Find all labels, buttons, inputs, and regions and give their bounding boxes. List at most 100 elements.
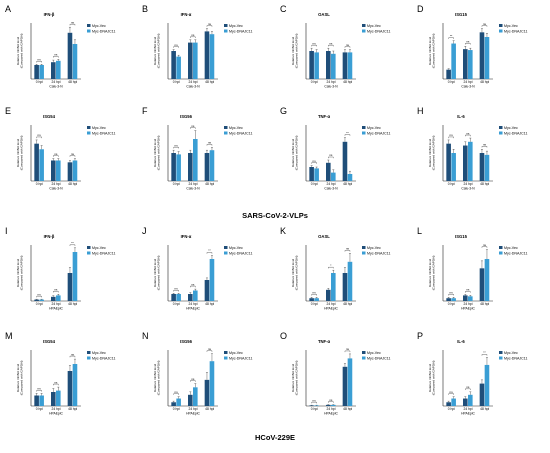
significance-label: **: [450, 34, 453, 38]
bar-dnajc11: [56, 295, 61, 301]
bar-vec: [171, 153, 176, 181]
bar-dnajc11: [347, 358, 353, 406]
significance-label: ns: [483, 22, 487, 26]
significance-bracket: [53, 383, 59, 386]
bar-vec: [171, 294, 176, 301]
x-tick-label: 0 hpi: [36, 80, 43, 84]
bar-vec: [446, 143, 451, 181]
bar-dnajc11: [347, 52, 353, 79]
bar-vec: [51, 296, 56, 301]
bar-dnajc11: [176, 294, 181, 301]
y-axis-label-line-2: (Compared with GAPDH): [157, 361, 161, 396]
bar-vec: [188, 42, 193, 79]
bar-dnajc11: [484, 364, 490, 406]
significance-label: **: [346, 131, 349, 135]
x-tick-label: 24 hpi: [52, 182, 61, 186]
legend-swatch-vec: [224, 246, 228, 249]
significance-label: ns: [38, 133, 42, 137]
bar-vec: [67, 273, 73, 301]
significance-label: ns: [466, 288, 470, 292]
legend-swatch-vec: [224, 24, 228, 27]
panel-letter: H: [417, 106, 424, 116]
bar-dnajc11: [72, 44, 78, 79]
x-tick-label: 48 hpi: [480, 302, 489, 306]
bar-dnajc11: [56, 60, 61, 79]
significance-label: ns: [329, 41, 333, 45]
legend-swatch-dnajc11: [224, 251, 228, 255]
bar-vec: [188, 394, 193, 406]
bar-dnajc11: [209, 34, 215, 79]
y-axis-label-line-1: Relative mRNA level: [153, 364, 157, 393]
significance-label: ns: [175, 287, 179, 291]
x-axis-label: HPAEpiC: [49, 307, 63, 311]
x-tick-label: 48 hpi: [343, 80, 352, 84]
significance-bracket: [311, 162, 317, 164]
bar-dnajc11: [468, 50, 473, 79]
legend-swatch-dnajc11: [499, 131, 503, 135]
bar-dnajc11: [209, 361, 215, 406]
significance-bracket: [481, 25, 488, 27]
panel-g: G TNF-α Relative mRNA level (Compared with …: [280, 106, 391, 191]
panel-title: TNF-α: [318, 114, 331, 119]
legend-label: Myc-Vec: [367, 351, 381, 355]
bar-vec: [34, 395, 39, 406]
significance-bracket: [344, 46, 351, 48]
significance-bracket: [190, 285, 196, 288]
x-tick-label: 0 hpi: [448, 302, 455, 306]
bar-dnajc11: [484, 37, 490, 79]
bar-dnajc11: [314, 52, 319, 79]
y-axis-label: Relative mRNA level (Compared with GAPDH): [153, 256, 161, 291]
x-tick-label: 24 hpi: [52, 407, 61, 411]
panel-title: IL-6: [457, 339, 465, 344]
y-axis-label-line-2: (Compared with GAPDH): [432, 361, 436, 396]
legend-swatch-vec: [499, 126, 503, 129]
y-axis-label-line-1: Relative mRNA level: [291, 37, 295, 66]
panel-letter: F: [142, 106, 148, 116]
bar-dnajc11: [451, 298, 456, 301]
x-tick-label: 0 hpi: [36, 302, 43, 306]
panel-e: E ISG54 Relative mRNA level (Compared with …: [5, 106, 116, 191]
significance-bracket: [173, 393, 179, 395]
bar-vec: [479, 383, 485, 406]
significance-bracket: [190, 380, 196, 382]
panel-letter: M: [5, 331, 13, 341]
x-tick-label: 0 hpi: [36, 407, 43, 411]
y-axis-label: Relative mRNA level (Compared with GAPDH): [428, 256, 436, 291]
legend-label: Myc-DNAJC11: [92, 132, 116, 136]
legend-label: Myc-Vec: [504, 246, 518, 250]
significance-label: ns: [54, 152, 58, 156]
legend-swatch-dnajc11: [87, 131, 91, 135]
bar-dnajc11: [468, 296, 473, 301]
x-axis-label: Calu-3-N: [461, 187, 475, 191]
bar-dnajc11: [193, 42, 198, 79]
bar-vec: [309, 298, 314, 301]
x-tick-label: 24 hpi: [189, 407, 198, 411]
legend-label: Myc-DNAJC11: [229, 132, 253, 136]
legend-label: Myc-Vec: [229, 126, 243, 130]
significance-label: ns: [450, 390, 454, 394]
panel-letter: J: [142, 226, 147, 236]
legend-swatch-dnajc11: [499, 29, 503, 33]
significance-bracket: [448, 393, 454, 395]
y-axis-label-line-2: (Compared with GAPDH): [295, 361, 299, 396]
y-axis-label-line-1: Relative mRNA level: [16, 364, 20, 393]
panel-letter: D: [417, 4, 424, 14]
x-tick-label: 48 hpi: [480, 407, 489, 411]
panel-letter: P: [417, 331, 423, 341]
y-axis-label: Relative mRNA level (Compared with GAPDH): [428, 361, 436, 396]
section-label-229e: HCoV-229E: [255, 433, 295, 442]
bar-vec: [342, 366, 348, 406]
panel-letter: I: [5, 226, 8, 236]
x-tick-label: 24 hpi: [52, 302, 61, 306]
legend-label: Myc-Vec: [367, 24, 381, 28]
x-tick-label: 0 hpi: [311, 80, 318, 84]
panel-title: ISG56: [180, 114, 193, 119]
significance-bracket: [206, 350, 213, 352]
significance-label: ns: [466, 385, 470, 389]
bar-vec: [309, 51, 314, 79]
x-tick-label: 48 hpi: [480, 182, 489, 186]
x-axis-label: HPAEpiC: [324, 307, 338, 311]
bar-dnajc11: [176, 398, 181, 406]
panel-title: ISG15: [455, 234, 468, 239]
bar-vec: [342, 52, 348, 79]
